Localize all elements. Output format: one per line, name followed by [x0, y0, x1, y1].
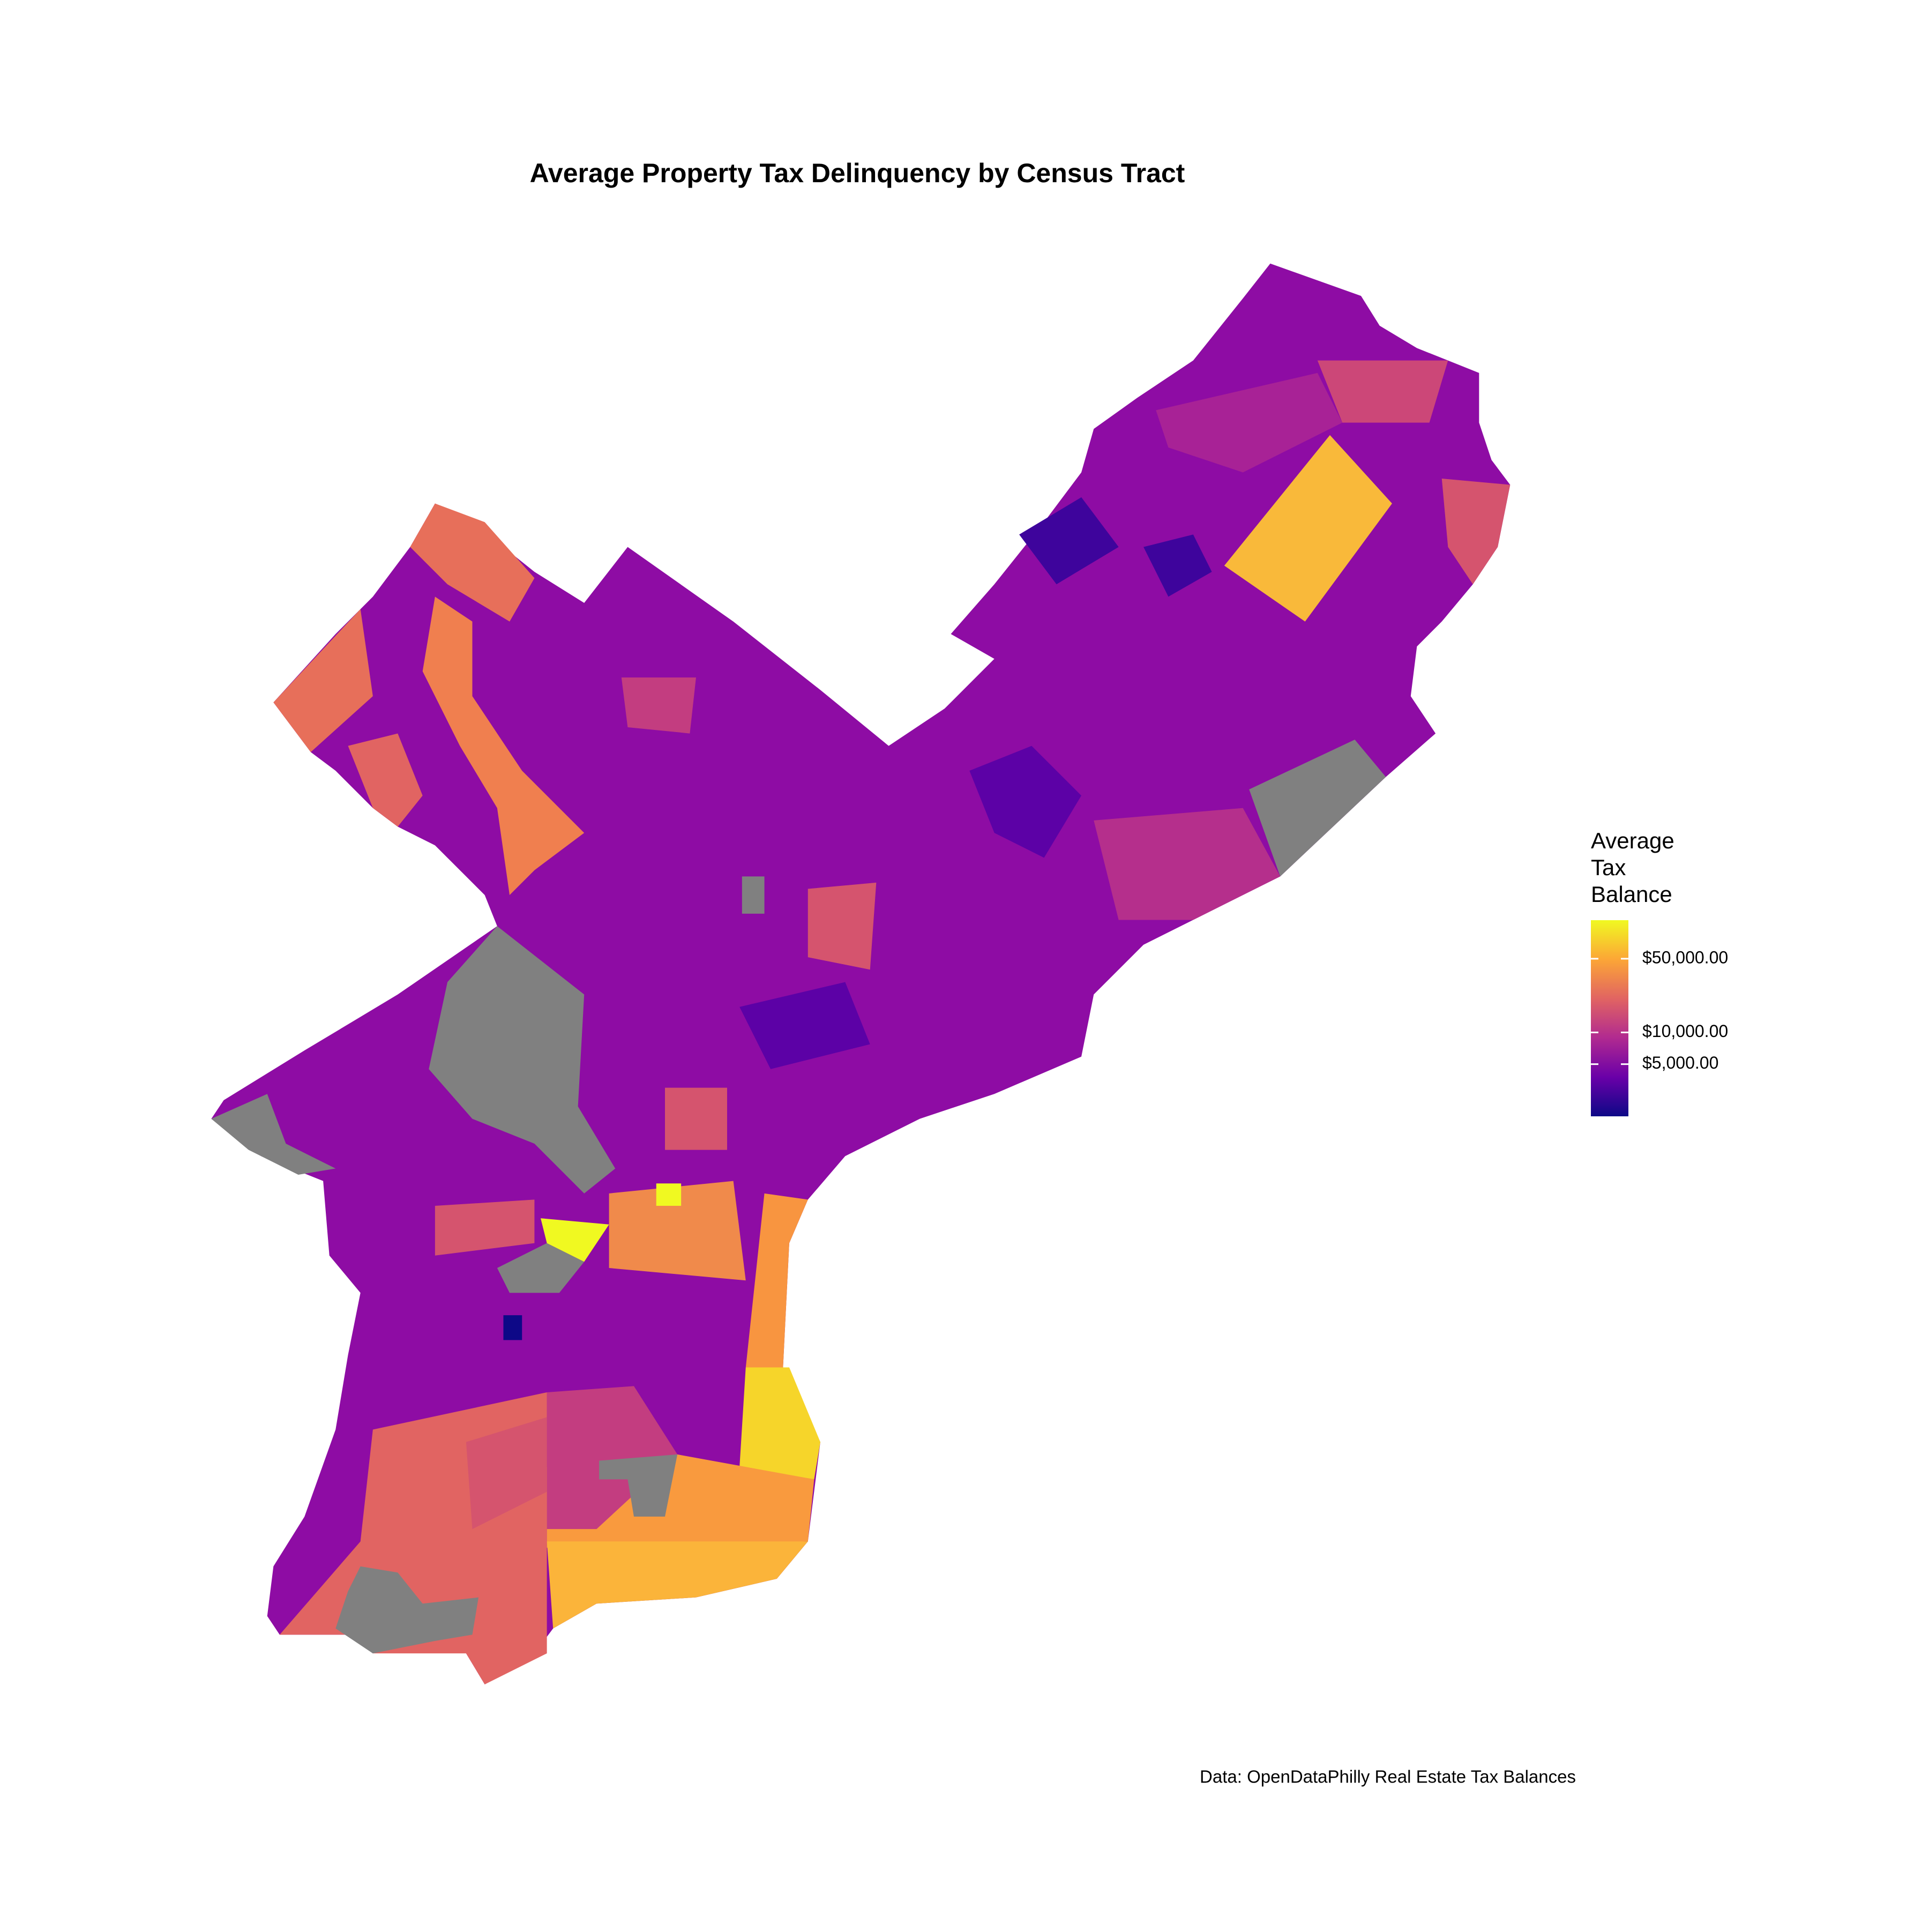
- tract: [435, 1199, 535, 1256]
- tract: [808, 882, 877, 970]
- tract: [422, 596, 585, 896]
- tract: [609, 1181, 746, 1281]
- tract: [656, 1183, 682, 1206]
- tract: [466, 1417, 547, 1530]
- tract: [497, 1243, 585, 1293]
- chart-title: Average Property Tax Delinquency by Cens…: [530, 158, 1185, 188]
- tract: [664, 1087, 727, 1150]
- tract: [1224, 435, 1392, 622]
- tract: [429, 926, 616, 1193]
- map: [211, 263, 1511, 1685]
- caption: Data: OpenDataPhilly Real Estate Tax Bal…: [1200, 1767, 1576, 1787]
- tract: [742, 876, 765, 914]
- legend-tick-label: $5,000.00: [1642, 1053, 1718, 1072]
- tract: [410, 503, 535, 622]
- legend-title: Tax: [1591, 855, 1626, 880]
- tract: [621, 677, 696, 734]
- tract: [969, 745, 1082, 858]
- tract: [1249, 740, 1386, 877]
- tract: [211, 1094, 336, 1175]
- tract: [739, 1367, 820, 1480]
- tract: [547, 1386, 678, 1530]
- tract: [1317, 360, 1448, 423]
- tract: [335, 1566, 479, 1654]
- tract: [1143, 534, 1212, 597]
- legend-tick-label: $50,000.00: [1642, 948, 1728, 967]
- tract: [1094, 808, 1281, 920]
- tract: [739, 982, 870, 1069]
- tract: [599, 1454, 678, 1517]
- legend-tick-label: $10,000.00: [1642, 1021, 1728, 1041]
- tract: [541, 1218, 609, 1262]
- tract: [547, 1541, 808, 1629]
- tract: [348, 733, 423, 827]
- tract: [1441, 479, 1511, 585]
- tract: [745, 1193, 808, 1368]
- tract: [1019, 497, 1119, 585]
- legend-colorbar: [1591, 920, 1628, 1116]
- tract: [1156, 372, 1343, 473]
- tract: [273, 609, 373, 752]
- city-outline: [211, 263, 1511, 1685]
- legend-title: Average: [1591, 828, 1674, 853]
- legend-title: Balance: [1591, 882, 1672, 907]
- tract: [503, 1315, 522, 1340]
